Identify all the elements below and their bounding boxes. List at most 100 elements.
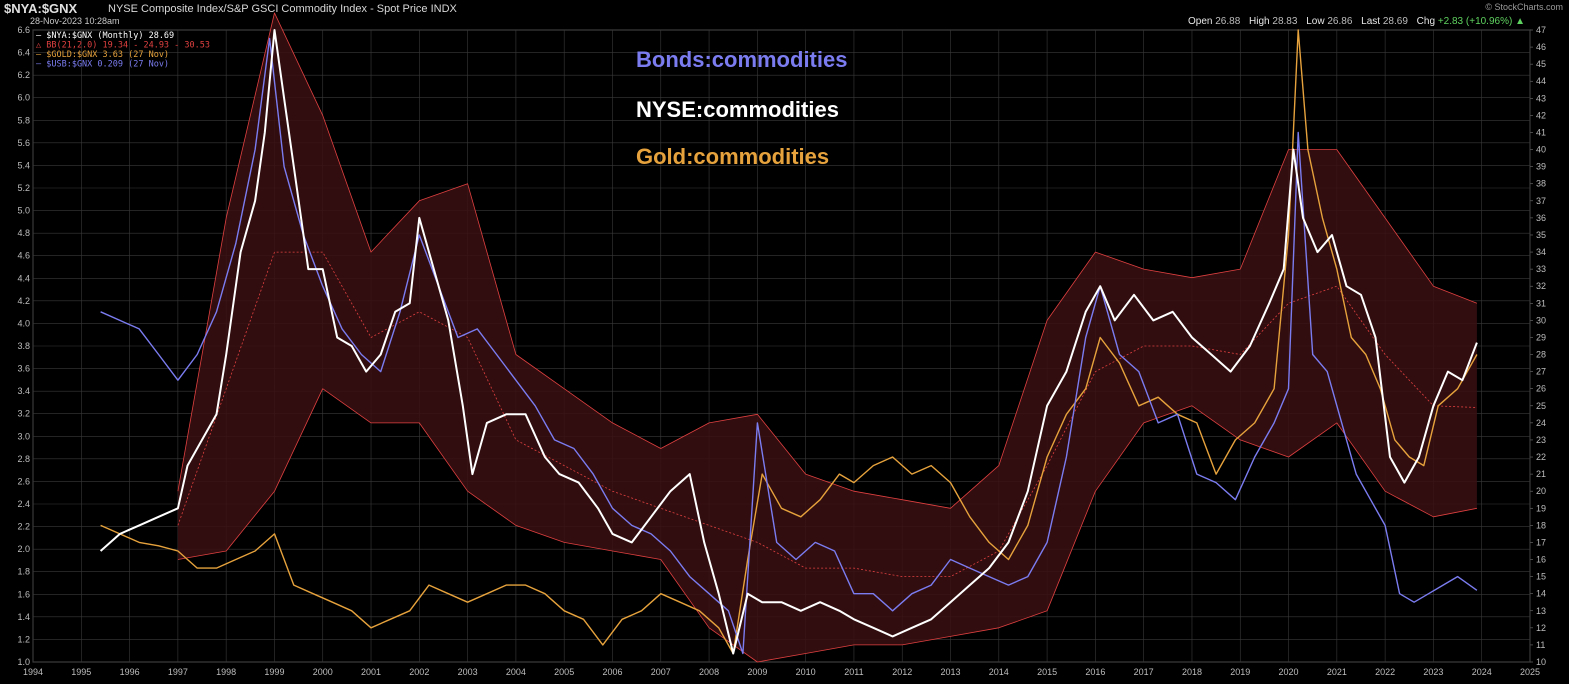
left-tick-label: 4.2 [17, 296, 30, 306]
left-tick-label: 1.4 [17, 612, 30, 622]
right-tick-label: 27 [1536, 367, 1546, 377]
right-tick-label: 19 [1536, 503, 1546, 513]
bb-band-fill [177, 12, 1477, 662]
ohlc-readout: Open 26.88 High 28.83 Low 26.86 Last 28.… [1188, 16, 1525, 27]
left-tick-label: 1.6 [17, 589, 30, 599]
right-tick-label: 17 [1536, 537, 1546, 547]
right-tick-label: 23 [1536, 435, 1546, 445]
right-tick-label: 20 [1536, 486, 1546, 496]
x-tick-label: 2016 [1085, 667, 1105, 677]
x-tick-label: 1995 [71, 667, 91, 677]
right-tick-label: 10 [1536, 657, 1546, 667]
right-tick-label: 41 [1536, 127, 1546, 137]
x-tick-label: 2019 [1230, 667, 1250, 677]
left-tick-label: 4.0 [17, 318, 30, 328]
x-tick-label: 2005 [554, 667, 574, 677]
right-tick-label: 31 [1536, 298, 1546, 308]
bb-lower-line [177, 388, 1477, 663]
high-label: High [1249, 16, 1270, 27]
right-tick-label: 15 [1536, 572, 1546, 582]
right-tick-label: 21 [1536, 469, 1546, 479]
chg-label: Chg [1416, 16, 1436, 27]
legend-entry: — $GOLD:$GNX 3.63 (27 Nov) [36, 50, 169, 60]
x-tick-label: 2008 [699, 667, 719, 677]
right-tick-label: 16 [1536, 555, 1546, 565]
low-label: Low [1306, 16, 1325, 27]
x-tick-label: 2018 [1182, 667, 1202, 677]
left-tick-label: 3.2 [17, 409, 30, 419]
x-tick-label: 2012 [892, 667, 912, 677]
left-tick-label: 2.2 [17, 522, 30, 532]
right-tick-label: 45 [1536, 59, 1546, 69]
x-tick-label: 2001 [361, 667, 381, 677]
right-tick-label: 13 [1536, 606, 1546, 616]
right-tick-label: 25 [1536, 401, 1546, 411]
x-tick-label: 2015 [1037, 667, 1057, 677]
chg-value: +2.83 (+10.96%) [1437, 16, 1513, 27]
annotation-label: NYSE:commodities [636, 97, 839, 122]
left-tick-label: 4.6 [17, 251, 30, 261]
legend-entry: — $NYA:$GNX (Monthly) 28.69 [36, 31, 174, 41]
usb-gnx-line [100, 37, 1478, 655]
left-tick-label: 1.8 [17, 567, 30, 577]
x-tick-label: 2009 [747, 667, 767, 677]
right-tick-label: 34 [1536, 247, 1546, 257]
x-tick-label: 2014 [989, 667, 1009, 677]
x-tick-label: 2000 [313, 667, 333, 677]
nya-gnx-line [99, 29, 1478, 655]
right-tick-label: 39 [1536, 162, 1546, 172]
left-tick-label: 4.4 [17, 273, 30, 283]
timestamp: 28-Nov-2023 10:28am [30, 16, 120, 26]
right-tick-label: 30 [1536, 315, 1546, 325]
right-tick-label: 32 [1536, 281, 1546, 291]
symbol-label: $NYA:$GNX [4, 1, 78, 16]
x-tick-label: 2025 [1520, 667, 1540, 677]
left-tick-label: 5.0 [17, 206, 30, 216]
right-tick-label: 33 [1536, 264, 1546, 274]
left-tick-label: 5.6 [17, 138, 30, 148]
x-tick-label: 2023 [1423, 667, 1443, 677]
left-tick-label: 4.8 [17, 228, 30, 238]
symbol-description: NYSE Composite Index/S&P GSCI Commodity … [108, 3, 457, 15]
x-tick-label: 2006 [602, 667, 622, 677]
x-tick-label: 2004 [506, 667, 526, 677]
x-tick-label: 2010 [796, 667, 816, 677]
right-tick-label: 28 [1536, 350, 1546, 360]
right-tick-label: 40 [1536, 145, 1546, 155]
chart-header: $NYA:$GNX NYSE Composite Index/S&P GSCI … [0, 0, 1569, 28]
left-tick-label: 5.2 [17, 183, 30, 193]
right-tick-label: 12 [1536, 623, 1546, 633]
left-tick-label: 2.0 [17, 544, 30, 554]
x-tick-label: 2022 [1375, 667, 1395, 677]
bb-middle-line [177, 251, 1477, 577]
left-tick-label: 1.2 [17, 634, 30, 644]
annotation-label: Bonds:commodities [636, 47, 847, 72]
x-tick-label: 2020 [1279, 667, 1299, 677]
right-tick-label: 37 [1536, 196, 1546, 206]
left-tick-label: 6.0 [17, 93, 30, 103]
right-tick-label: 43 [1536, 93, 1546, 103]
x-tick-label: 1996 [120, 667, 140, 677]
right-tick-label: 35 [1536, 230, 1546, 240]
bb-upper-line [177, 12, 1478, 509]
legend-entry: — $USB:$GNX 0.209 (27 Nov) [36, 60, 169, 70]
x-tick-label: 1999 [264, 667, 284, 677]
left-tick-label: 6.2 [17, 70, 30, 80]
left-tick-label: 3.6 [17, 364, 30, 374]
x-tick-label: 1998 [216, 667, 236, 677]
left-tick-label: 1.0 [17, 657, 30, 667]
x-tick-label: 2002 [409, 667, 429, 677]
legend-entry: △ BB(21,2.0) 19.34 - 24.93 - 30.53 [36, 41, 210, 51]
left-tick-label: 2.8 [17, 454, 30, 464]
left-tick-label: 3.8 [17, 341, 30, 351]
last-label: Last [1361, 16, 1381, 27]
right-tick-label: 24 [1536, 418, 1546, 428]
x-tick-label: 2024 [1472, 667, 1492, 677]
left-tick-label: 5.4 [17, 160, 30, 170]
right-tick-label: 29 [1536, 332, 1546, 342]
open-value: 26.88 [1215, 16, 1241, 27]
right-tick-label: 14 [1536, 589, 1546, 599]
right-tick-label: 38 [1536, 179, 1546, 189]
x-tick-label: 1994 [23, 667, 43, 677]
